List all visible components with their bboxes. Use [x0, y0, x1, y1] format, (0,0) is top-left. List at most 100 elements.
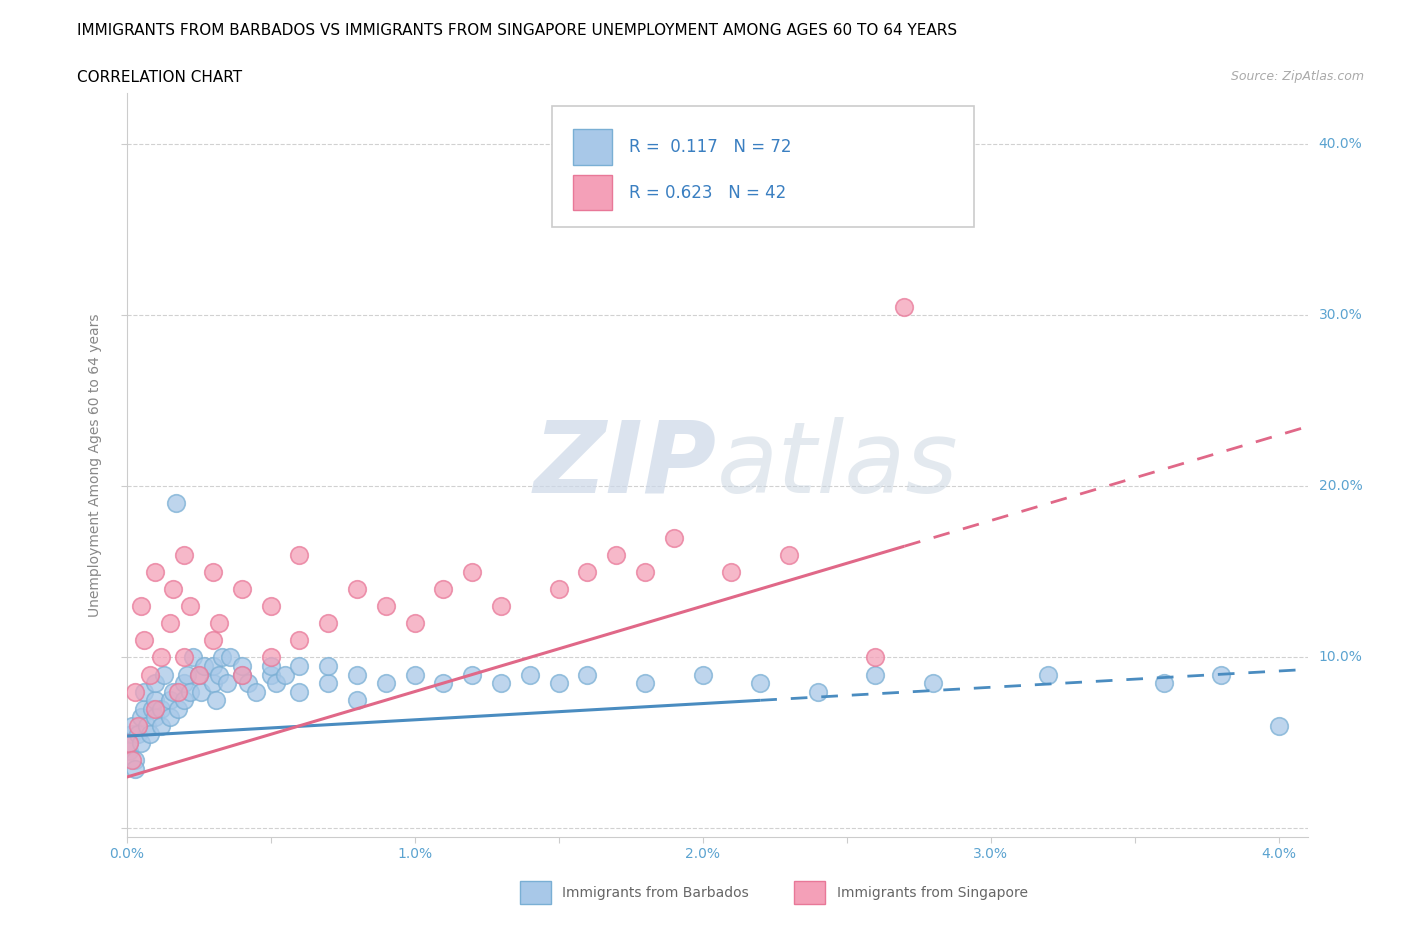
Point	[231, 581, 253, 596]
Point	[259, 658, 281, 673]
Point	[778, 548, 800, 563]
Text: 20.0%: 20.0%	[1319, 479, 1362, 494]
Point	[720, 565, 742, 579]
Text: 30.0%: 30.0%	[1319, 309, 1362, 323]
Point	[1268, 718, 1291, 733]
Point	[208, 616, 231, 631]
Text: Immigrants from Singapore: Immigrants from Singapore	[837, 885, 1028, 900]
Point	[124, 761, 146, 776]
Point	[190, 684, 212, 699]
Point	[118, 736, 141, 751]
Point	[211, 650, 233, 665]
Point	[316, 658, 339, 673]
Point	[208, 667, 231, 682]
Point	[173, 548, 195, 563]
Point	[219, 650, 242, 665]
Point	[141, 701, 163, 716]
Point	[129, 736, 152, 751]
Text: Source: ZipAtlas.com: Source: ZipAtlas.com	[1230, 70, 1364, 83]
Point	[138, 727, 160, 742]
Point	[519, 667, 541, 682]
Point	[404, 667, 426, 682]
Point	[807, 684, 830, 699]
Point	[193, 658, 215, 673]
Point	[489, 675, 512, 690]
Point	[1211, 667, 1233, 682]
Point	[576, 565, 599, 579]
Text: ZIP: ZIP	[534, 417, 717, 513]
Point	[201, 675, 224, 690]
Point	[404, 616, 426, 631]
Point	[316, 616, 339, 631]
Point	[489, 599, 512, 614]
Point	[205, 693, 228, 708]
Text: CORRELATION CHART: CORRELATION CHART	[77, 70, 242, 85]
Text: R = 0.623   N = 42: R = 0.623 N = 42	[628, 183, 786, 202]
Point	[288, 633, 311, 648]
Point	[121, 727, 143, 742]
Point	[231, 667, 253, 682]
Point	[159, 693, 181, 708]
Point	[547, 581, 569, 596]
Point	[346, 581, 368, 596]
Point	[245, 684, 267, 699]
Point	[159, 710, 181, 724]
Point	[288, 548, 311, 563]
Point	[692, 667, 714, 682]
Point	[135, 718, 157, 733]
Point	[118, 744, 141, 759]
Point	[236, 675, 259, 690]
Point	[129, 599, 152, 614]
Point	[1153, 675, 1175, 690]
Point	[187, 667, 209, 682]
Point	[162, 581, 184, 596]
Point	[274, 667, 297, 682]
Point	[1038, 667, 1060, 682]
Point	[167, 701, 190, 716]
Point	[432, 581, 454, 596]
Point	[634, 565, 657, 579]
Point	[165, 496, 187, 511]
Point	[129, 710, 152, 724]
Point	[288, 684, 311, 699]
Point	[173, 650, 195, 665]
Point	[127, 718, 149, 733]
Point	[143, 565, 166, 579]
Point	[153, 667, 176, 682]
Point	[217, 675, 239, 690]
Text: 10.0%: 10.0%	[1319, 650, 1362, 664]
Point	[576, 667, 599, 682]
Y-axis label: Unemployment Among Ages 60 to 64 years: Unemployment Among Ages 60 to 64 years	[89, 313, 103, 617]
Point	[288, 658, 311, 673]
Text: 40.0%: 40.0%	[1319, 138, 1362, 152]
Point	[132, 701, 155, 716]
Point	[605, 548, 627, 563]
Point	[201, 658, 224, 673]
Point	[150, 701, 173, 716]
Point	[143, 693, 166, 708]
Point	[432, 675, 454, 690]
Point	[461, 667, 484, 682]
Text: atlas: atlas	[717, 417, 959, 513]
Point	[179, 684, 201, 699]
Point	[143, 710, 166, 724]
Point	[132, 633, 155, 648]
Point	[201, 633, 224, 648]
Point	[893, 299, 915, 314]
Point	[231, 667, 253, 682]
Point	[118, 736, 141, 751]
Point	[173, 693, 195, 708]
Point	[173, 675, 195, 690]
Point	[374, 675, 396, 690]
Point	[150, 650, 173, 665]
Point	[201, 565, 224, 579]
Point	[121, 752, 143, 767]
Point	[121, 718, 143, 733]
Point	[259, 650, 281, 665]
Point	[749, 675, 772, 690]
Text: R =  0.117   N = 72: R = 0.117 N = 72	[628, 138, 792, 156]
Point	[124, 684, 146, 699]
Point	[181, 650, 204, 665]
Point	[124, 752, 146, 767]
Point	[176, 667, 198, 682]
